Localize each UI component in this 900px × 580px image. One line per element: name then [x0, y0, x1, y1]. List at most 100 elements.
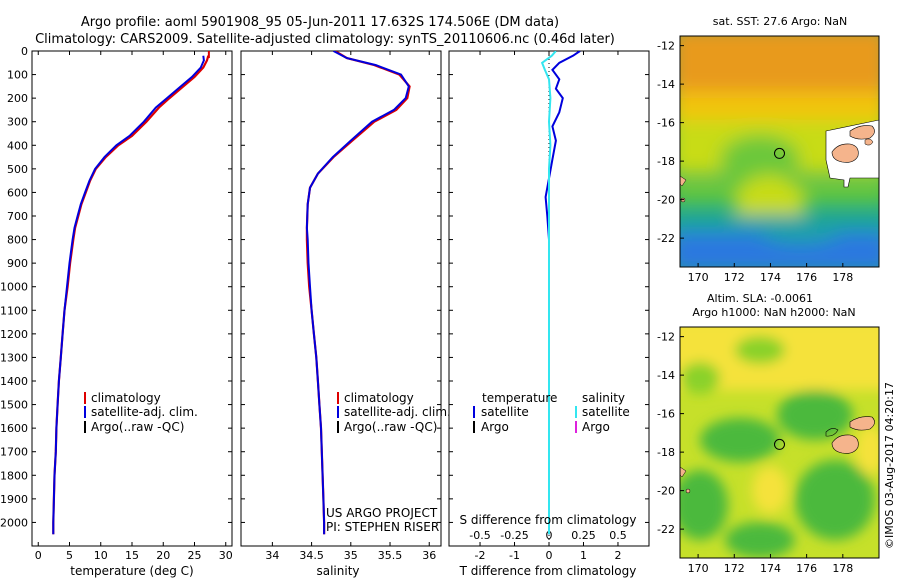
temperature-plot-frame: [31, 50, 233, 547]
map-y-tick-label: -12: [657, 40, 675, 53]
salinity-panel: 34 34.5 35 35.5 36 salinity climatology sate…: [240, 50, 451, 578]
project-annotation: US ARGO PROJECT: [326, 506, 438, 520]
map-y-tick-label: -16: [657, 117, 675, 130]
map-x-tick-label: 172: [724, 562, 745, 575]
y-tick-label: 1000: [0, 281, 28, 294]
sla-heatmap-field: [680, 327, 879, 558]
sla-island-west: [680, 466, 687, 478]
map-y-tick-label: -14: [657, 78, 675, 91]
temperature-series: [52, 51, 210, 535]
x-tick-label: 0: [546, 549, 553, 562]
legend-swatch-s-argo: [575, 421, 577, 433]
sla-blob-4: [777, 390, 853, 440]
y-tick-label: 1700: [0, 446, 28, 459]
temperature-legend: climatology satellite-adj. clim. Argo(..…: [84, 391, 198, 434]
temperature-line-satellite: [52, 55, 205, 535]
y-tick-label: 1500: [0, 399, 28, 412]
sla-island-viti-levu: [831, 434, 859, 454]
sst-heatmap: [680, 36, 879, 267]
map-y-tick-label: -16: [657, 408, 675, 421]
sst-map-y-ticks: -12 -14 -16 -18 -20 -22: [657, 40, 684, 245]
x-tick-label: 25: [188, 549, 202, 562]
map-y-tick-label: -18: [657, 446, 675, 459]
sst-argo-marker: [774, 147, 785, 159]
x-tick-label: 1: [580, 549, 587, 562]
temperature-panel: 0100200300400500600700800900100011001200…: [0, 45, 233, 578]
sst-heatmap-field: [680, 36, 879, 267]
map-y-tick-label: -20: [657, 485, 675, 498]
header-line-1: Argo profile: aoml 5901908_95 05-Jun-201…: [81, 15, 559, 30]
map-y-tick-label: -18: [657, 155, 675, 168]
legend-swatch-t-satellite: [473, 406, 475, 418]
legend-label-argo: Argo(..raw -QC): [91, 420, 184, 434]
sla-map-panel: Altim. SLA: -0.0061 Argo h1000: NaN h200…: [657, 292, 880, 575]
salinity-x-label: salinity: [316, 564, 359, 578]
sst-island-small: [864, 138, 874, 146]
difference-series: [540, 51, 581, 546]
pi-annotation: PI: STEPHEN RISER: [326, 520, 439, 534]
sla-blob-1: [680, 362, 720, 394]
legend-label-satellite: satellite-adj. clim.: [344, 405, 451, 419]
y-tick-label: 500: [7, 163, 28, 176]
salinity-legend: climatology satellite-adj. clim. Argo(..…: [337, 391, 451, 434]
sst-map-panel: sat. SST: 27.6 Argo: NaN 170 17: [657, 15, 880, 284]
sla-island-vanua-levu: [849, 416, 875, 431]
s-tick-label: 0.5: [609, 529, 627, 542]
salinity-line-satellite: [305, 51, 410, 535]
legend-label-satellite: satellite-adj. clim.: [91, 405, 198, 419]
temperature-x-label: temperature (deg C): [70, 564, 193, 578]
legend-label-climatology: climatology: [344, 391, 414, 405]
s-tick-label: -0.5: [469, 529, 490, 542]
map-x-tick-label: 170: [688, 562, 709, 575]
temperature-x-ticks: 0 5 10 15 20 25 30: [35, 51, 233, 562]
x-tick-label: 35.5: [378, 549, 403, 562]
map-y-tick-label: -22: [657, 523, 675, 536]
legend-swatch-climatology: [84, 392, 86, 404]
legend-swatch-argo: [84, 421, 86, 433]
sst-map-title: sat. SST: 27.6 Argo: NaN: [713, 15, 847, 28]
sst-band-warm: [680, 92, 879, 124]
s-difference-label: S difference from climatology: [460, 513, 637, 527]
legend-label-s-argo: Argo: [582, 420, 610, 434]
x-tick-label: 35: [344, 549, 358, 562]
salinity-plot-frame: [240, 50, 442, 547]
sla-map-x-ticks: 170 172 174 176 178: [688, 554, 853, 575]
y-tick-label: 1600: [0, 422, 28, 435]
map-y-tick-label: -20: [657, 194, 675, 207]
sla-blob-9: [855, 425, 879, 475]
x-tick-label: 15: [125, 549, 139, 562]
legend-title-temperature: temperature: [482, 391, 557, 405]
sla-island-dot: [685, 488, 691, 494]
x-tick-label: 30: [219, 549, 233, 562]
legend-label-t-satellite: satellite: [481, 405, 529, 419]
sla-blob-2: [735, 336, 785, 364]
x-tick-label: 2: [614, 549, 621, 562]
sst-teal-patch: [760, 220, 840, 244]
sst-band-warmest: [680, 36, 879, 101]
map-x-tick-label: 176: [796, 562, 817, 575]
sst-island-vanua-levu: [849, 125, 875, 140]
legend-label-argo: Argo(..raw -QC): [344, 420, 437, 434]
sla-island-small: [825, 428, 839, 437]
map-x-tick-label: 170: [688, 271, 709, 284]
salinity-series: [305, 51, 411, 535]
sla-heatmap: [680, 327, 879, 558]
sla-map-title-1: Altim. SLA: -0.0061: [707, 292, 813, 305]
y-tick-label: 1900: [0, 493, 28, 506]
y-tick-label: 100: [7, 69, 28, 82]
x-tick-label: 20: [156, 549, 170, 562]
y-tick-label: 800: [7, 234, 28, 247]
y-tick-label: 2000: [0, 516, 28, 529]
y-tick-label: 300: [7, 116, 28, 129]
legend-label-s-satellite: satellite: [582, 405, 630, 419]
x-tick-label: 0: [35, 549, 42, 562]
sla-blob-7: [725, 522, 795, 558]
sst-island-west: [680, 175, 687, 187]
s-tick-label: 0.25: [571, 529, 596, 542]
legend-swatch-climatology: [337, 392, 339, 404]
y-tick-label: 900: [7, 257, 28, 270]
map-y-tick-label: -14: [657, 369, 675, 382]
x-tick-label: 5: [66, 549, 73, 562]
sst-green-patch: [720, 135, 800, 185]
